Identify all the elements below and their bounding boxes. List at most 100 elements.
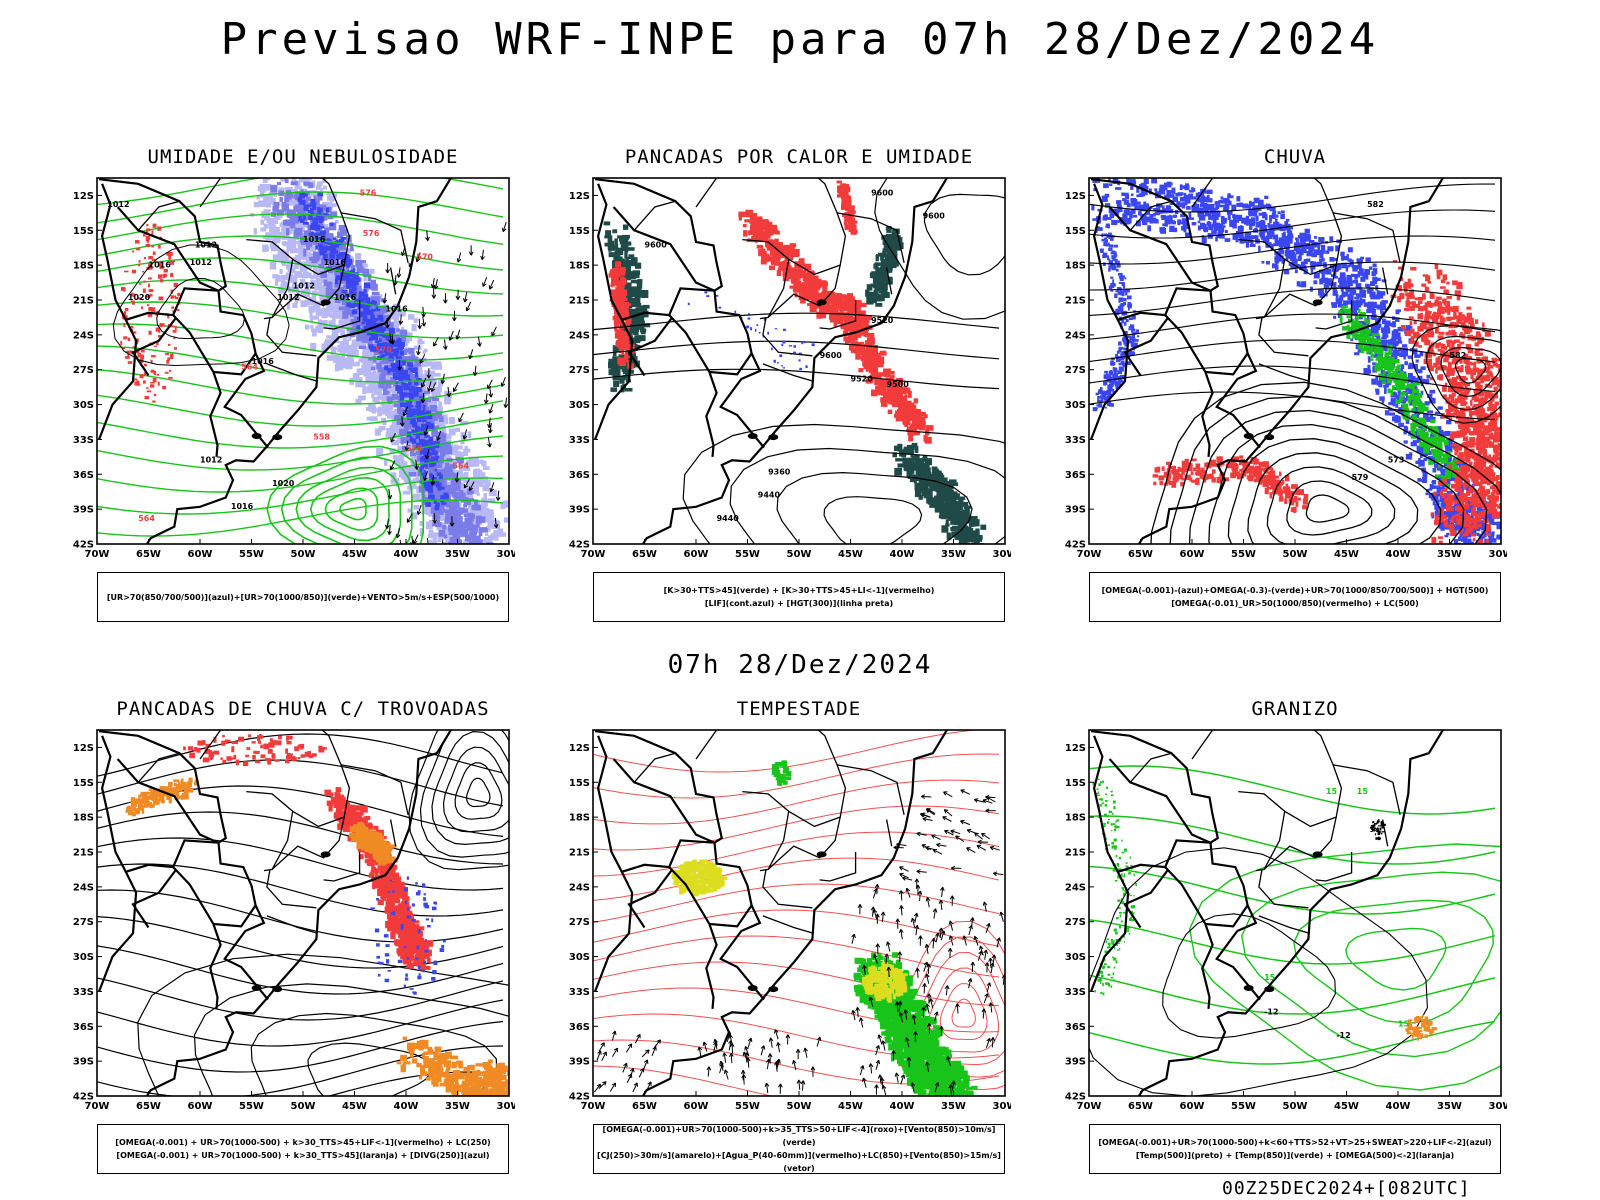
lon-tick-label: 60W bbox=[684, 549, 709, 560]
wind-vectors bbox=[382, 221, 509, 544]
lon-tick-label: 70W bbox=[85, 549, 110, 560]
geography bbox=[1090, 730, 1445, 1096]
lon-tick-label: 55W bbox=[1231, 549, 1256, 560]
field-area bbox=[771, 760, 792, 786]
lon-tick-label: 30W bbox=[497, 549, 515, 560]
lat-tick-label: 27S bbox=[73, 917, 94, 928]
lat-tick-label: 24S bbox=[1065, 330, 1086, 341]
streamlines bbox=[593, 312, 1000, 390]
lat-tick-label: 42S bbox=[569, 540, 590, 551]
contour-label: 570 bbox=[406, 444, 423, 453]
field-band bbox=[1390, 260, 1501, 544]
lon-tick-label: 30W bbox=[497, 1101, 515, 1112]
wind-vectors bbox=[594, 1030, 661, 1093]
field-area bbox=[183, 734, 327, 767]
lat-tick-label: 33S bbox=[1065, 435, 1086, 446]
lon-tick-label: 55W bbox=[1231, 1101, 1256, 1112]
lon-tick-label: 30W bbox=[993, 549, 1011, 560]
lon-tick-label: 65W bbox=[1128, 549, 1153, 560]
contour-label: 15 bbox=[1326, 787, 1338, 796]
legend-line: [OMEGA(-0.001)+UR>70(1000-500)+k>35_TTS>… bbox=[602, 1125, 996, 1147]
contour-label: 9600 bbox=[923, 212, 946, 221]
contour-label: 9520 bbox=[851, 374, 874, 383]
lat-tick-label: 42S bbox=[73, 540, 94, 551]
legend-line: [K>30+TTS>45](verde) + [K>30+TTS>45+LI<-… bbox=[663, 586, 935, 595]
contour-label: 9360 bbox=[768, 467, 791, 476]
streamlines bbox=[1089, 183, 1496, 421]
lon-tick-label: 35W bbox=[445, 1101, 470, 1112]
lon-tick-label: 50W bbox=[787, 1101, 812, 1112]
lat-tick-label: 36S bbox=[569, 470, 590, 481]
panel-title: TEMPESTADE bbox=[736, 698, 862, 720]
contour-label: 582 bbox=[1367, 200, 1384, 209]
lat-tick-label: 33S bbox=[73, 987, 94, 998]
lon-tick-label: 35W bbox=[941, 1101, 966, 1112]
lat-tick-label: 18S bbox=[569, 261, 590, 272]
lon-tick-label: 40W bbox=[890, 1101, 915, 1112]
panel-title: CHUVA bbox=[1263, 146, 1327, 168]
lon-tick-label: 65W bbox=[632, 549, 657, 560]
lon-tick-label: 50W bbox=[1283, 549, 1308, 560]
lon-tick-label: 65W bbox=[1128, 1101, 1153, 1112]
contour-label: 570 bbox=[375, 345, 392, 354]
contour-lines bbox=[1188, 843, 1501, 1091]
lon-tick-label: 60W bbox=[1180, 549, 1205, 560]
panel-title: PANCADAS DE CHUVA C/ TROVOADAS bbox=[116, 698, 490, 720]
lon-tick-label: 35W bbox=[941, 549, 966, 560]
legend-line: [UR>70(850/700/500)](azul)+[UR>70(1000/8… bbox=[106, 592, 500, 602]
lat-tick-label: 36S bbox=[1065, 1022, 1086, 1033]
lat-tick-label: 30S bbox=[1065, 400, 1086, 411]
lon-tick-label: 50W bbox=[291, 1101, 316, 1112]
lat-tick-label: 24S bbox=[73, 330, 94, 341]
lat-tick-label: 30S bbox=[569, 400, 590, 411]
contour-label: 576 bbox=[363, 229, 380, 238]
lat-tick-label: 27S bbox=[1065, 917, 1086, 928]
panel-title: GRANIZO bbox=[1251, 698, 1339, 720]
lat-tick-label: 21S bbox=[73, 848, 94, 859]
contour-label: 1016 bbox=[149, 260, 172, 269]
streamlines bbox=[97, 178, 504, 537]
contour-label: 564 bbox=[452, 461, 469, 470]
lat-tick-label: 39S bbox=[73, 1057, 94, 1068]
lat-tick-label: 18S bbox=[1065, 261, 1086, 272]
contour-label: 1012 bbox=[277, 293, 299, 302]
field-area bbox=[370, 876, 446, 995]
contour-label: 1012 bbox=[190, 258, 212, 267]
contour-label: 570 bbox=[416, 252, 433, 261]
lat-tick-label: 39S bbox=[1065, 505, 1086, 516]
lat-tick-label: 15S bbox=[73, 778, 94, 789]
field-band bbox=[892, 442, 987, 544]
contour-label: 1016 bbox=[334, 293, 357, 302]
contour-label: 15 bbox=[1264, 973, 1276, 982]
legend-line: [LIF](cont.azul) + [HGT(300)](linha pret… bbox=[704, 599, 894, 608]
panel-title: PANCADAS POR CALOR E UMIDADE bbox=[624, 146, 974, 168]
lon-tick-label: 45W bbox=[838, 1101, 863, 1112]
map-plot: 9600 9600 9600 9520 9600 9520 9440 9360 9440 9500… bbox=[569, 177, 1011, 560]
lat-tick-label: 30S bbox=[1065, 952, 1086, 963]
lon-tick-label: 60W bbox=[1180, 1101, 1205, 1112]
contour-label: 1012 bbox=[195, 241, 217, 250]
lat-tick-label: 21S bbox=[569, 296, 590, 307]
legend-box: [OMEGA(-0.001)+UR>70(1000-500)+k>35_TTS>… bbox=[593, 1124, 1005, 1174]
lon-tick-label: 30W bbox=[993, 1101, 1011, 1112]
contour-label: 1020 bbox=[128, 293, 151, 302]
lat-tick-label: 36S bbox=[569, 1022, 590, 1033]
lat-tick-label: 21S bbox=[1065, 296, 1086, 307]
lon-tick-label: 40W bbox=[394, 549, 419, 560]
legend-box: [OMEGA(-0.001)-(azul)+OMEGA(-0.3)-(verde… bbox=[1089, 572, 1501, 622]
lat-tick-label: 18S bbox=[73, 813, 94, 824]
contour-label: 564 bbox=[241, 363, 258, 372]
lat-tick-label: 30S bbox=[569, 952, 590, 963]
lon-tick-label: 65W bbox=[136, 1101, 161, 1112]
lat-tick-label: 33S bbox=[569, 435, 590, 446]
lat-tick-label: 27S bbox=[73, 365, 94, 376]
contour-lines bbox=[874, 178, 1005, 320]
lon-tick-label: 45W bbox=[342, 1101, 367, 1112]
contour-label: 9520 bbox=[871, 316, 894, 325]
contour-label: 9440 bbox=[717, 514, 740, 523]
lat-tick-label: 12S bbox=[569, 191, 590, 202]
lon-tick-label: 60W bbox=[188, 1101, 213, 1112]
contour-label: 558 bbox=[313, 432, 330, 441]
field-band bbox=[349, 822, 398, 866]
